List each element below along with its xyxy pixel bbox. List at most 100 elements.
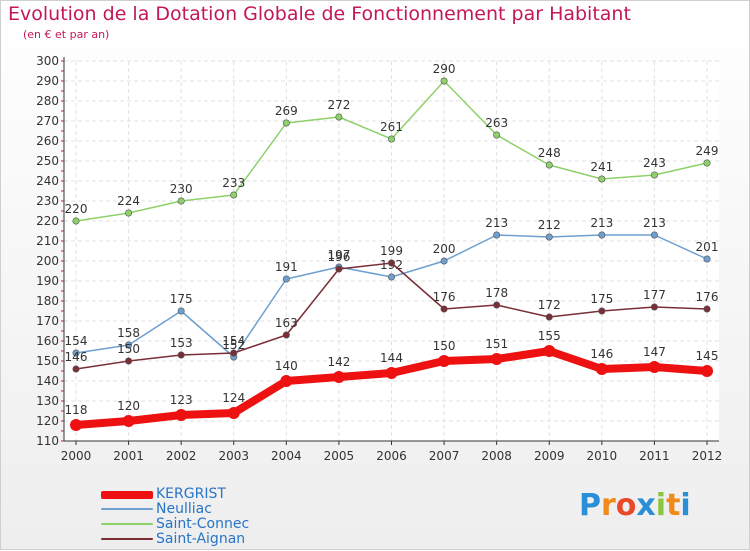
x-tick-label: 2006 [376,449,407,463]
data-point-saint-connec [598,175,606,183]
data-point-kergrist [385,367,398,379]
chart-title: Evolution de la Dotation Globale de Fonc… [8,3,631,25]
y-tick-label: 150 [36,354,59,368]
y-tick-label: 200 [36,254,59,268]
y-tick-label: 290 [36,74,59,88]
data-label-saint-aignan: 172 [538,298,561,312]
data-point-kergrist [122,415,135,427]
data-label-kergrist: 142 [327,355,350,369]
data-label-neulliac: 212 [538,218,561,232]
data-label-saint-connec: 272 [327,98,350,112]
data-point-kergrist [490,353,503,365]
data-point-neulliac [650,231,658,239]
y-tick-label: 130 [36,394,59,408]
y-tick-label: 120 [36,414,59,428]
logo-letter: i [655,488,667,523]
legend-item-saint-aignan: Saint-Aignan [101,531,301,547]
y-tick-label: 270 [36,114,59,128]
data-label-saint-connec: 261 [380,120,403,134]
x-tick-label: 2002 [166,449,197,463]
data-label-saint-aignan: 177 [643,288,666,302]
data-point-saint-aignan [177,351,185,359]
y-tick-label: 180 [36,294,59,308]
y-tick-label: 170 [36,314,59,328]
data-label-saint-connec: 241 [590,160,613,174]
legend-swatch-neulliac [101,508,153,510]
x-tick-label: 2011 [639,449,670,463]
legend-label-neulliac: Neulliac [156,501,212,517]
data-label-neulliac: 213 [590,216,613,230]
data-label-kergrist: 124 [222,391,245,405]
data-label-saint-connec: 233 [222,176,245,190]
data-label-saint-aignan: 154 [222,334,245,348]
y-tick-label: 210 [36,234,59,248]
y-tick-label: 110 [36,434,59,448]
y-tick-label: 140 [36,374,59,388]
data-point-neulliac [598,231,606,239]
data-point-neulliac [282,275,290,283]
logo-letter: i [680,488,691,523]
data-point-saint-connec [177,197,185,205]
x-tick-label: 2008 [481,449,512,463]
chart-legend: KERGRIST Neulliac Saint-Connec Saint-Aig… [101,486,301,547]
proxiti-logo: Proxiti [579,488,691,523]
x-tick-label: 2005 [324,449,355,463]
data-label-kergrist: 151 [485,337,508,351]
data-label-neulliac: 191 [275,260,298,274]
data-point-saint-connec [650,171,658,179]
data-label-kergrist: 145 [696,349,719,363]
data-point-saint-aignan [650,303,658,311]
data-point-saint-connec [440,77,448,85]
data-point-neulliac [545,233,553,241]
data-label-kergrist: 146 [590,347,613,361]
data-point-saint-aignan [493,301,501,309]
data-label-saint-aignan: 199 [380,244,403,258]
data-point-saint-connec [545,161,553,169]
data-label-saint-connec: 243 [643,156,666,170]
legend-item-kergrist: KERGRIST [101,486,301,502]
x-tick-label: 2001 [113,449,144,463]
data-point-saint-connec [230,191,238,199]
data-point-saint-aignan [440,305,448,313]
data-point-saint-aignan [125,357,133,365]
x-tick-label: 2000 [61,449,92,463]
data-point-kergrist [438,355,451,367]
logo-letter: P [579,488,601,523]
logo-letter: x [636,488,656,523]
data-label-saint-aignan: 146 [65,350,88,364]
data-label-saint-connec: 220 [65,202,88,216]
data-point-kergrist [227,407,240,419]
data-label-neulliac: 175 [170,292,193,306]
data-point-saint-aignan [72,365,80,373]
y-tick-label: 300 [36,54,59,68]
data-point-saint-aignan [703,305,711,313]
y-tick-label: 240 [36,174,59,188]
data-point-saint-aignan [598,307,606,315]
logo-letter: o [615,488,637,523]
data-point-kergrist [543,345,556,357]
data-point-saint-connec [493,131,501,139]
data-label-saint-connec: 248 [538,146,561,160]
data-label-saint-connec: 263 [485,116,508,130]
data-label-kergrist: 144 [380,351,403,365]
data-point-saint-aignan [282,331,290,339]
data-label-saint-connec: 249 [696,144,719,158]
data-label-kergrist: 155 [538,329,561,343]
legend-item-saint-connec: Saint-Connec [101,516,301,532]
y-tick-label: 190 [36,274,59,288]
data-label-kergrist: 150 [433,339,456,353]
data-label-kergrist: 140 [275,359,298,373]
data-point-kergrist [175,409,188,421]
legend-label-saint-aignan: Saint-Aignan [156,531,246,547]
data-point-saint-connec [335,113,343,121]
data-label-saint-aignan: 163 [275,316,298,330]
data-point-saint-connec [703,159,711,167]
data-label-kergrist: 120 [117,399,140,413]
data-point-kergrist [332,371,345,383]
x-tick-label: 2003 [218,449,249,463]
data-point-neulliac [177,307,185,315]
data-label-neulliac: 200 [433,242,456,256]
data-point-neulliac [387,273,395,281]
data-label-neulliac: 197 [327,248,350,262]
